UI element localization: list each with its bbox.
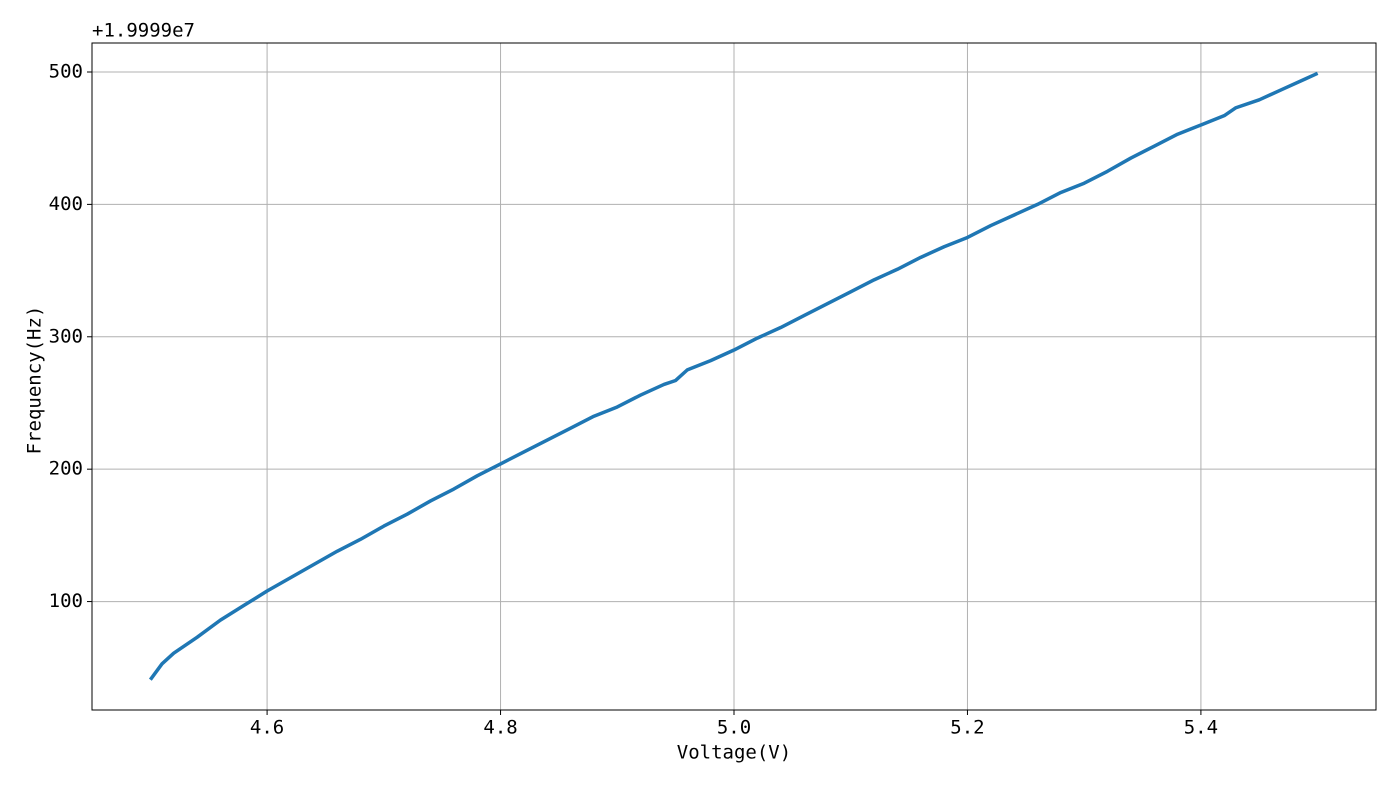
y-tick-label: 200 (49, 458, 83, 480)
x-axis-label: Voltage(V) (677, 742, 791, 764)
x-tick-label: 5.0 (717, 717, 751, 739)
y-tick-label: 100 (49, 590, 83, 612)
x-tick-label: 4.8 (483, 717, 517, 739)
y-tick-label: 400 (49, 193, 83, 215)
x-tick-label: 4.6 (250, 717, 284, 739)
x-tick-label: 5.2 (950, 717, 984, 739)
y-tick-label: 300 (49, 325, 83, 347)
axes-frame (91, 42, 1377, 711)
data-line (148, 71, 1319, 681)
x-tick-label: 5.4 (1184, 717, 1218, 739)
y-axis-label: Frequency(Hz) (24, 306, 46, 455)
y-offset-label: +1.9999e7 (92, 20, 195, 42)
y-tick-label: 500 (49, 60, 83, 82)
